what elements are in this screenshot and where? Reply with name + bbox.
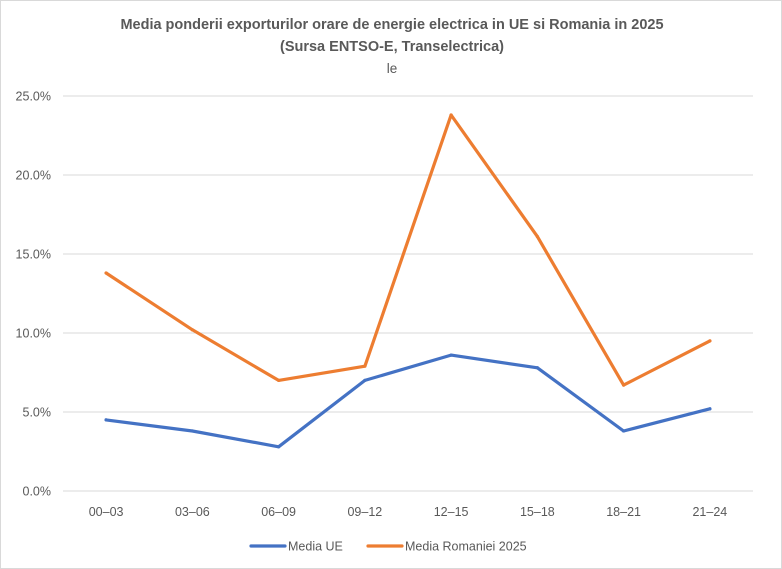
x-tick-label: 00–03 [89,505,124,519]
x-tick-label: 06–09 [261,505,296,519]
y-tick-label: 0.0% [23,485,52,499]
data-point [190,328,194,332]
x-tick-label: 15–18 [520,505,555,519]
series-line [104,113,712,387]
data-point [449,353,453,357]
data-point [622,383,626,387]
data-point [104,271,108,275]
legend: Media UE Media Romaniei 2025 [249,540,527,554]
data-point [449,113,453,117]
x-tick-label: 03–06 [175,505,210,519]
chart-title: Media ponderii exporturilor orare de ene… [120,17,663,33]
data-point [708,339,712,343]
data-point [363,378,367,382]
series-lines [104,113,712,449]
data-point [277,378,281,382]
legend-label: Media UE [288,540,343,554]
data-point [190,429,194,433]
y-tick-label: 20.0% [16,169,51,183]
y-tick-label: 25.0% [16,90,51,104]
chart-subtitle: (Sursa ENTSO-E, Transelectrica) [280,39,504,55]
data-point [622,429,626,433]
series-line [104,353,712,449]
y-axis-ticks: 0.0% 5.0% 10.0% 15.0% 20.0% 25.0% [16,90,51,499]
data-point [535,235,539,239]
data-point [363,364,367,368]
x-tick-label: 12–15 [434,505,469,519]
x-tick-label: 21–24 [692,505,727,519]
data-point [104,418,108,422]
stray-label: le [387,61,398,76]
x-axis-ticks: 00–03 03–06 06–09 09–12 12–15 15–18 18–21 21–24 [89,505,728,519]
y-tick-label: 15.0% [16,248,51,262]
data-point [277,445,281,449]
data-point [535,366,539,370]
data-point [708,407,712,411]
x-tick-label: 09–12 [347,505,382,519]
gridlines [63,95,753,492]
y-tick-label: 10.0% [16,327,51,341]
legend-label: Media Romaniei 2025 [405,540,527,554]
y-tick-label: 5.0% [23,406,52,420]
x-tick-label: 18–21 [606,505,641,519]
